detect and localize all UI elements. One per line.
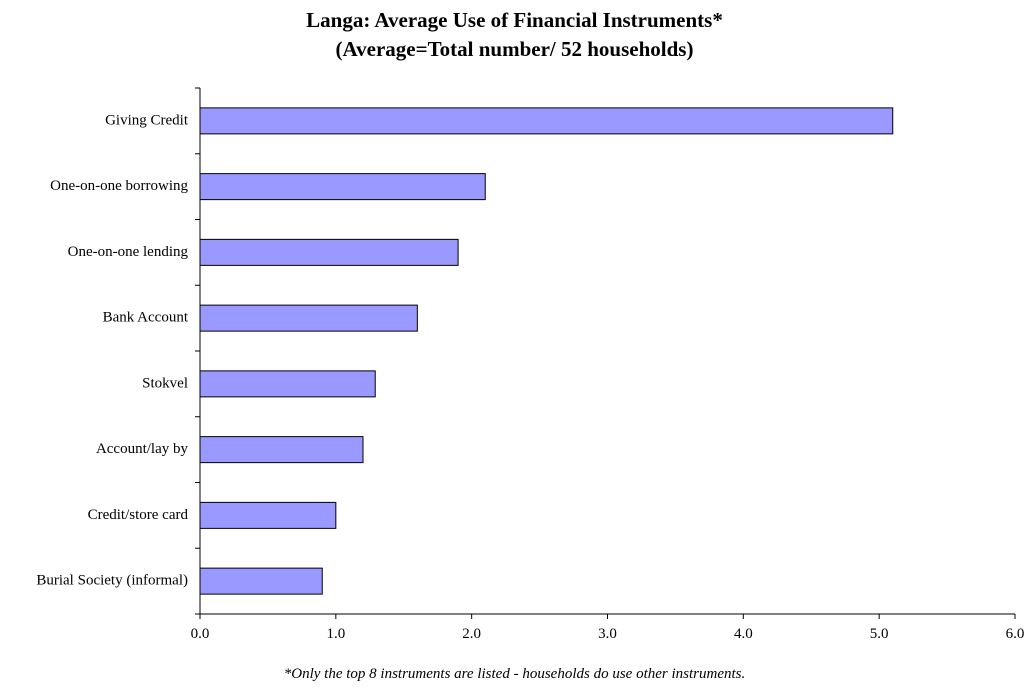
x-tick-label: 1.0 — [326, 626, 345, 642]
axes-layer — [195, 87, 1016, 619]
chart-title: Langa: Average Use of Financial Instrume… — [0, 6, 1029, 64]
category-label: One-on-one borrowing — [50, 178, 188, 194]
category-label: Account/lay by — [96, 441, 189, 457]
x-tick-label: 0.0 — [191, 626, 210, 642]
category-label: Bank Account — [103, 310, 189, 326]
x-tick-label: 4.0 — [734, 626, 753, 642]
category-label: Giving Credit — [105, 112, 189, 128]
category-label: Burial Society (informal) — [36, 573, 188, 589]
labels-layer: Giving Credit One-on-one borrowing One-on-… — [36, 112, 1024, 642]
bar — [199, 370, 376, 398]
category-label: Credit/store card — [88, 507, 189, 523]
chart-footnote: *Only the top 8 instruments are listed -… — [283, 666, 746, 682]
bar — [199, 436, 364, 464]
x-tick-label: 3.0 — [598, 626, 617, 642]
bar — [199, 567, 323, 595]
bar — [199, 107, 894, 135]
bar — [199, 238, 459, 266]
chart-title-line: Langa: Average Use of Financial Instrume… — [306, 8, 723, 32]
bar — [199, 304, 418, 332]
x-tick-label: 6.0 — [1006, 626, 1025, 642]
category-label: Stokvel — [142, 375, 188, 391]
bar — [199, 501, 337, 529]
x-tick-label: 5.0 — [870, 626, 889, 642]
x-tick-label: 2.0 — [462, 626, 481, 642]
category-label: One-on-one lending — [68, 244, 189, 260]
chart-subtitle-line: (Average=Total number/ 52 households) — [335, 37, 694, 61]
bars-layer — [199, 107, 894, 595]
bar — [199, 173, 486, 201]
